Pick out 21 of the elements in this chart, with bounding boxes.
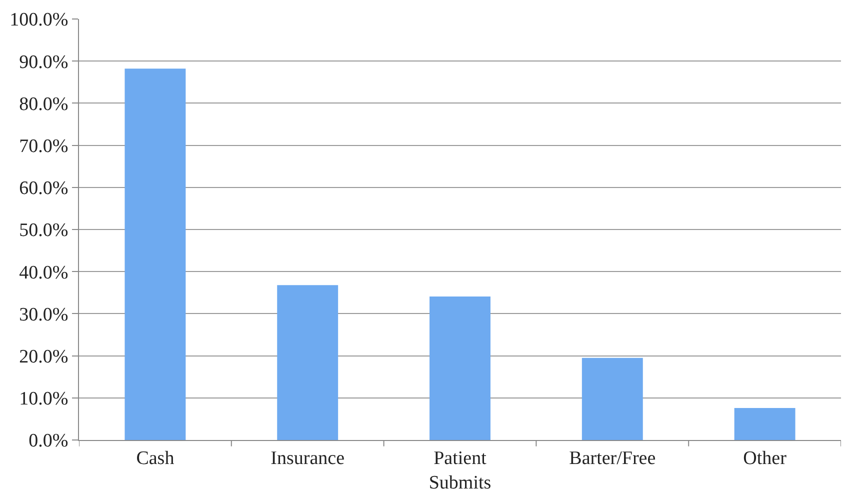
y-tick-label: 10.0% (19, 388, 68, 410)
y-tick-label: 80.0% (19, 94, 68, 115)
bar (734, 408, 796, 440)
y-tick-label: 70.0% (19, 136, 68, 157)
x-tick-label: Other (743, 448, 788, 469)
x-tick-label: Barter/Free (569, 448, 656, 469)
y-tick-label: 100.0% (10, 10, 68, 31)
y-tick-label: 40.0% (19, 262, 68, 284)
y-tick-label: 60.0% (19, 178, 68, 200)
bar (124, 68, 186, 440)
y-tick-label: 20.0% (19, 346, 68, 368)
y-tick-label: 50.0% (19, 220, 68, 242)
y-tick-label: 0.0% (28, 430, 68, 452)
x-tick-label: Cash (136, 448, 175, 469)
y-tick-label: 30.0% (19, 304, 68, 326)
bar (582, 358, 643, 440)
bar (277, 285, 338, 440)
x-tick-label: Patient Submits (428, 448, 492, 494)
x-tick-label: Insurance (270, 448, 345, 469)
bar (430, 296, 490, 440)
y-tick-label: 90.0% (19, 52, 68, 73)
